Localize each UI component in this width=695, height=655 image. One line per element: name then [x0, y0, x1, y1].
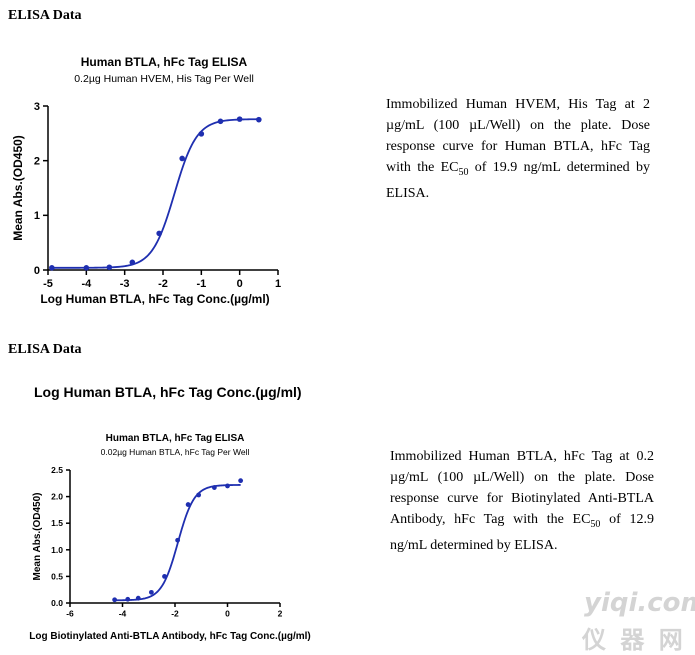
data-point — [83, 265, 90, 271]
description-2-subscript: 50 — [590, 518, 601, 530]
x-tick-label: -3 — [120, 278, 130, 290]
chart-title: Human BTLA, hFc Tag ELISA — [81, 55, 248, 69]
x-axis-label: Log Biotinylated Anti-BTLA Antibody, hFc… — [29, 631, 310, 642]
y-tick-label: 2.0 — [51, 492, 63, 502]
data-point — [185, 502, 191, 507]
data-point — [129, 259, 136, 266]
data-point — [211, 485, 217, 490]
x-tick-label: -4 — [119, 609, 127, 619]
data-point — [256, 116, 262, 123]
watermark-chinese: 仪 器 网 — [582, 626, 686, 654]
y-tick-label: 2.5 — [51, 465, 63, 475]
chart-subtitle: 0.2µg Human HVEM, His Tag Per Well — [74, 73, 254, 85]
chart-title: Human BTLA, hFc Tag ELISA — [106, 433, 245, 444]
x-tick-label: -2 — [158, 278, 168, 290]
data-point — [175, 537, 181, 543]
description-1-subscript: 50 — [458, 166, 469, 178]
section-heading-2: ELISA Data — [8, 342, 82, 357]
data-point — [106, 264, 113, 271]
y-tick-label: 1 — [34, 210, 40, 222]
y-axis-label: Mean Abs.(OD450) — [11, 135, 25, 241]
description-2: Immobilized Human BTLA, hFc Tag at 0.2 µ… — [390, 446, 654, 556]
description-1: Immobilized Human HVEM, His Tag at 2 µg/… — [386, 94, 650, 204]
data-point — [238, 478, 244, 484]
x-tick-label: -6 — [66, 609, 74, 619]
x-axis-label: Log Human BTLA, hFc Tag Conc.(µg/ml) — [40, 292, 269, 306]
standalone-axis-label: Log Human BTLA, hFc Tag Conc.(µg/ml) — [34, 384, 302, 400]
x-tick-label: 2 — [278, 609, 283, 619]
fit-curve — [51, 118, 259, 269]
data-point — [198, 131, 205, 137]
chart-2: Human BTLA, hFc Tag ELISA 0.02µg Human BT… — [29, 433, 310, 642]
description-1-text: Immobilized Human HVEM, His Tag at 2 µg/… — [386, 97, 650, 175]
data-point — [162, 574, 167, 579]
section-heading-1: ELISA Data — [8, 8, 82, 23]
data-point — [112, 597, 118, 603]
x-tick-label: 0 — [225, 609, 230, 619]
y-tick-label: 1.5 — [51, 518, 63, 528]
description-1-text-end: of 19.9 ng/mL determined by ELISA. — [386, 160, 650, 201]
x-tick-label: -4 — [81, 278, 92, 290]
data-point — [179, 155, 185, 162]
data-point — [236, 116, 243, 122]
data-point — [225, 483, 230, 489]
data-point — [125, 596, 131, 602]
description-2-text-end: of 12.9 ng/mL determined by ELISA. — [390, 512, 654, 553]
data-point — [156, 230, 162, 237]
x-tick-label: -5 — [43, 278, 53, 290]
y-tick-label: 0.0 — [51, 598, 63, 608]
data-point — [217, 118, 224, 125]
y-tick-label: 3 — [34, 101, 40, 113]
watermark-text: yiqi.com — [584, 588, 695, 618]
y-tick-label: 2 — [34, 156, 40, 168]
description-2-text: Immobilized Human BTLA, hFc Tag at 0.2 µ… — [390, 449, 654, 527]
data-point — [135, 595, 141, 601]
x-tick-label: 0 — [237, 278, 243, 290]
x-tick-label: -2 — [171, 609, 179, 619]
data-point — [49, 265, 55, 271]
y-tick-label: 0 — [34, 265, 40, 277]
chart-1: Human BTLA, hFc Tag ELISA 0.2µg Human HVE… — [11, 55, 281, 306]
chart-subtitle: 0.02µg Human BTLA, hFc Tag Per Well — [101, 447, 250, 457]
data-point — [196, 492, 202, 498]
y-tick-label: 0.5 — [51, 571, 63, 581]
fit-curve — [114, 484, 241, 602]
y-tick-label: 1.0 — [51, 545, 63, 555]
data-point — [148, 589, 154, 595]
y-axis-label: Mean Abs.(OD450) — [32, 493, 43, 581]
x-tick-label: -1 — [196, 278, 206, 290]
x-tick-label: 1 — [275, 278, 281, 290]
